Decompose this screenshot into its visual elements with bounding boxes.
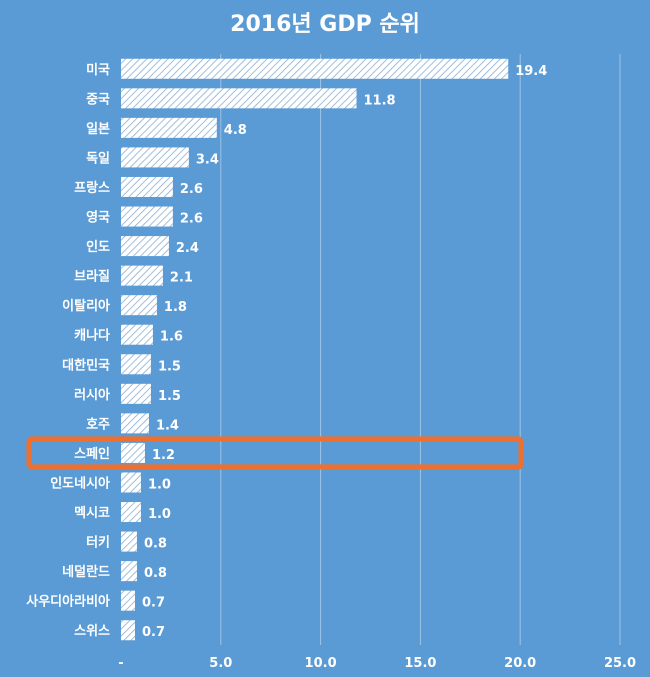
highlight-box: [26, 436, 524, 470]
value-label: 19.4: [515, 64, 547, 79]
x-tick-label: 15.0: [404, 656, 436, 671]
bar: [121, 117, 217, 138]
category-labels: 미국중국일본독일프랑스영국인도브라질이탈리아캐나다대한민국러시아호주스페인인도네…: [26, 62, 110, 639]
x-tick-label: 5.0: [209, 656, 232, 671]
value-labels: 19.4 11.8 4.8 3.4 2.6 2.6 2.4 2.1 1.8 1.6 1.5 1.5 1.…: [142, 64, 547, 640]
value-label: 0.8: [144, 537, 167, 552]
x-tick-label: 25.0: [604, 656, 636, 671]
category-label: 스위스: [74, 624, 110, 639]
category-label: 호주: [86, 417, 110, 432]
category-label: 스페인: [74, 446, 110, 462]
gridlines: [220, 54, 621, 645]
bar: [121, 88, 357, 109]
bar: [121, 413, 149, 434]
bar: [121, 383, 151, 404]
category-label: 중국: [86, 92, 110, 107]
chart-title: 2016년 GDP 순위: [230, 12, 420, 37]
category-label: 네덜란드: [62, 564, 110, 580]
category-label: 대한민국: [62, 357, 110, 373]
category-label: 프랑스: [74, 181, 110, 196]
category-label: 사우디아라비아: [26, 594, 110, 610]
category-label: 독일: [86, 151, 110, 166]
value-label: 1.6: [160, 330, 183, 345]
value-label: 0.7: [142, 625, 165, 640]
value-label: 0.8: [144, 566, 167, 581]
value-label: 2.4: [176, 241, 199, 256]
bar: [121, 58, 509, 79]
value-label: 1.4: [156, 418, 179, 433]
value-label: 2.1: [170, 271, 193, 286]
value-label: 3.4: [196, 152, 219, 167]
category-label: 영국: [86, 211, 110, 226]
x-axis-ticks: - 5.0 10.0 15.0 20.0 25.0: [118, 656, 636, 671]
category-label: 러시아: [74, 387, 110, 403]
bar: [121, 442, 145, 463]
value-label: 1.8: [164, 300, 187, 315]
category-label: 브라질: [74, 269, 110, 285]
value-label: 2.6: [180, 182, 203, 197]
bar: [121, 354, 151, 375]
category-label: 일본: [86, 122, 110, 137]
bar: [121, 590, 135, 611]
bar: [121, 265, 163, 286]
bar: [121, 206, 173, 227]
category-label: 멕시코: [74, 505, 110, 521]
value-label: 1.5: [158, 359, 181, 374]
x-tick-label: 20.0: [504, 656, 536, 671]
category-label: 인도네시아: [50, 475, 110, 491]
bar: [121, 236, 169, 257]
bar: [121, 147, 189, 168]
bar: [121, 324, 153, 345]
category-label: 인도: [86, 239, 110, 255]
bar: [121, 472, 141, 493]
value-label: 1.5: [158, 389, 181, 404]
bars: [121, 58, 509, 641]
category-label: 터키: [86, 535, 110, 551]
value-label: 1.0: [148, 477, 171, 492]
bar: [121, 295, 157, 316]
value-label: 11.8: [364, 93, 396, 108]
bar: [121, 176, 173, 197]
value-label: 2.6: [180, 212, 203, 227]
value-label: 1.2: [152, 448, 175, 463]
category-label: 이탈리아: [62, 298, 110, 314]
category-label: 캐나다: [74, 328, 110, 344]
value-label: 1.0: [148, 507, 171, 522]
value-label: 0.7: [142, 596, 165, 611]
bar: [121, 561, 137, 582]
bar: [121, 531, 137, 552]
value-label: 4.8: [224, 123, 247, 138]
x-tick-label: -: [118, 656, 123, 671]
category-label: 미국: [86, 62, 110, 78]
bar: [121, 620, 135, 641]
x-tick-label: 10.0: [305, 656, 337, 671]
bar: [121, 502, 141, 523]
